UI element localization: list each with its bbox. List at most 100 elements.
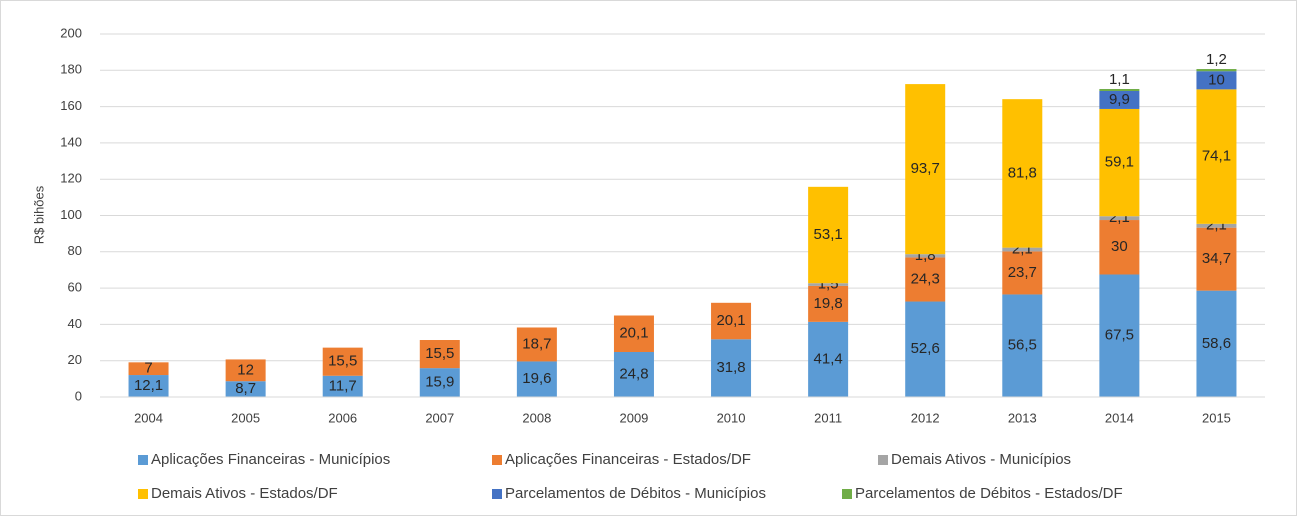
- bar-segment: [1196, 89, 1237, 224]
- value-label: 18,7: [522, 335, 551, 352]
- bar-segment: [613, 315, 654, 352]
- y-tick-label: 200: [60, 25, 82, 40]
- y-tick-label: 40: [68, 316, 82, 331]
- bar-segment: [128, 362, 169, 376]
- value-label: 12,1: [134, 377, 163, 394]
- bar-segment: [1099, 274, 1140, 397]
- value-label: 12: [237, 361, 254, 378]
- y-tick-label: 100: [60, 207, 82, 222]
- value-label: 15,5: [328, 353, 357, 370]
- bar-segment: [808, 283, 849, 286]
- bar-segment: [1002, 99, 1043, 248]
- bar-segment: [1099, 216, 1140, 221]
- value-label: 59,1: [1105, 154, 1134, 171]
- value-label: 24,8: [619, 365, 648, 382]
- x-tick-label: 2014: [1105, 410, 1134, 425]
- bar-segment: [905, 254, 946, 258]
- bar-segment: [322, 347, 363, 376]
- legend-label: Demais Ativos - Estados/DF: [151, 485, 338, 502]
- legend-label: Aplicações Financeiras - Estados/DF: [505, 451, 751, 468]
- value-label: 41,4: [814, 350, 843, 367]
- value-label: 9,9: [1109, 91, 1130, 108]
- bar-segment: [1099, 90, 1140, 109]
- value-label: 34,7: [1202, 250, 1231, 267]
- x-tick-label: 2008: [522, 410, 551, 425]
- x-tick-label: 2013: [1008, 410, 1037, 425]
- y-tick-label: 140: [60, 134, 82, 149]
- bar-segment: [808, 285, 849, 322]
- value-label: 81,8: [1008, 164, 1037, 181]
- legend-swatch: [492, 489, 502, 499]
- x-tick-label: 2009: [619, 410, 648, 425]
- bar-segment: [905, 301, 946, 397]
- bar-segment: [808, 186, 849, 284]
- bar-segment: [1196, 223, 1237, 228]
- bar-segment: [905, 257, 946, 302]
- bar-segment: [419, 340, 460, 369]
- value-label: 52,6: [911, 340, 940, 357]
- bar-segment: [905, 84, 946, 255]
- x-tick-label: 2015: [1202, 410, 1231, 425]
- value-label: 8,7: [235, 380, 256, 397]
- value-label: 11,7: [329, 377, 357, 394]
- x-tick-label: 2011: [814, 410, 842, 425]
- x-tick-label: 2007: [425, 410, 454, 425]
- value-label: 1,1: [1109, 71, 1130, 88]
- bar-segment: [419, 368, 460, 397]
- value-label: 1,2: [1206, 51, 1227, 68]
- bar-segment: [322, 375, 363, 397]
- y-tick-label: 160: [60, 98, 82, 113]
- bar-segment: [711, 302, 752, 340]
- legend-swatch: [138, 489, 148, 499]
- bar-segment: [1196, 227, 1237, 291]
- y-tick-label: 120: [60, 171, 82, 186]
- x-tick-label: 2006: [328, 410, 357, 425]
- value-label: 24,3: [911, 270, 940, 287]
- legend-label: Demais Ativos - Municípios: [891, 451, 1071, 468]
- legend-swatch: [138, 455, 148, 465]
- value-label: 56,5: [1008, 337, 1037, 354]
- legend-swatch: [842, 489, 852, 499]
- y-tick-label: 80: [68, 243, 82, 258]
- bar-segment: [128, 375, 169, 397]
- value-label: 93,7: [911, 160, 940, 177]
- legend-label: Aplicações Financeiras - Municípios: [151, 451, 390, 468]
- value-label: 7: [144, 360, 152, 377]
- legend-swatch: [492, 455, 502, 465]
- x-tick-label: 2004: [134, 410, 163, 425]
- bar-segment: [1099, 220, 1140, 275]
- y-tick-label: 0: [75, 388, 82, 403]
- bar-segment: [613, 351, 654, 397]
- value-label: 20,1: [716, 312, 745, 329]
- value-label: 23,7: [1008, 264, 1037, 281]
- value-label: 15,9: [425, 374, 454, 391]
- value-label: 19,8: [814, 295, 843, 312]
- bar-segment: [1099, 108, 1140, 217]
- value-label: 19,6: [522, 370, 551, 387]
- value-label: 31,8: [716, 359, 745, 376]
- bar-segment: [1196, 69, 1237, 72]
- y-axis-label: R$ bihões: [31, 185, 46, 244]
- x-tick-label: 2012: [911, 410, 940, 425]
- value-label: 58,6: [1202, 335, 1231, 352]
- bar-segment: [1196, 71, 1237, 90]
- value-label: 53,1: [814, 226, 843, 243]
- x-tick-label: 2010: [717, 410, 746, 425]
- value-label: 67,5: [1105, 327, 1134, 344]
- value-label: 10: [1208, 71, 1225, 88]
- bar-segment: [225, 381, 266, 397]
- value-label: 20,1: [619, 325, 648, 342]
- bar-segment: [1196, 290, 1237, 397]
- x-tick-label: 2005: [231, 410, 260, 425]
- y-tick-label: 20: [68, 352, 82, 367]
- bar-segment: [808, 321, 849, 397]
- legend-swatch: [878, 455, 888, 465]
- bar-segment: [516, 361, 557, 397]
- y-tick-label: 180: [60, 62, 82, 77]
- value-label: 15,5: [425, 345, 454, 362]
- bar-segment: [711, 339, 752, 397]
- legend-label: Parcelamentos de Débitos - Municípios: [505, 485, 766, 502]
- bar-segment: [1002, 251, 1043, 295]
